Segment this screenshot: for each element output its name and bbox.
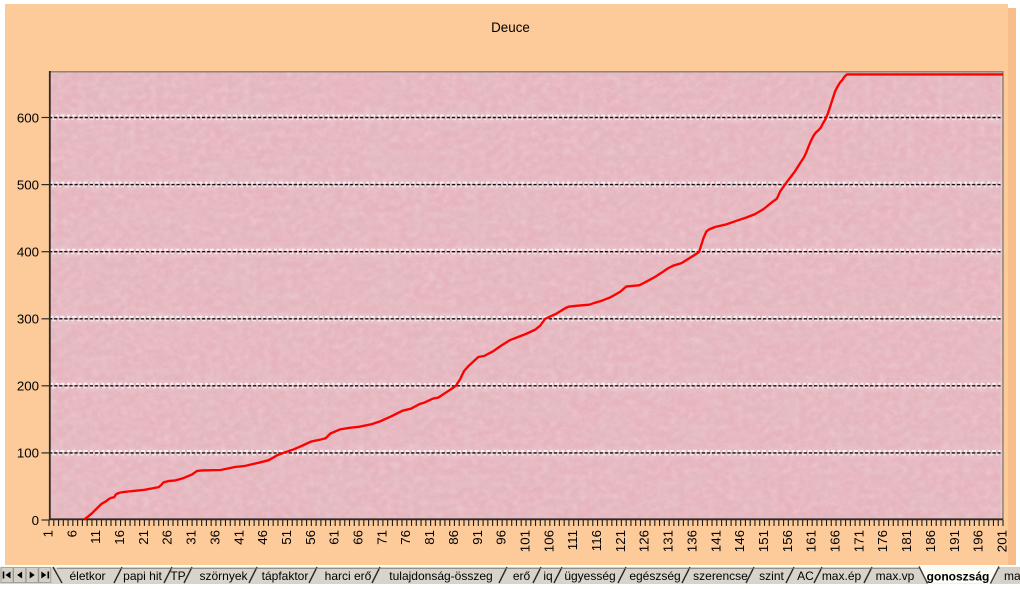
svg-text:31: 31 bbox=[184, 530, 199, 545]
svg-text:szint: szint bbox=[759, 569, 784, 583]
svg-text:141: 141 bbox=[708, 530, 723, 552]
svg-text:201: 201 bbox=[995, 530, 1010, 552]
svg-text:életkor: életkor bbox=[69, 569, 105, 583]
svg-text:176: 176 bbox=[875, 530, 890, 552]
svg-text:harci erő: harci erő bbox=[325, 569, 372, 583]
svg-text:iq: iq bbox=[543, 569, 552, 583]
svg-text:erő: erő bbox=[513, 569, 531, 583]
svg-text:96: 96 bbox=[494, 530, 509, 545]
svg-text:max: max bbox=[1004, 569, 1020, 583]
svg-text:86: 86 bbox=[446, 530, 461, 545]
svg-text:161: 161 bbox=[804, 530, 819, 552]
svg-text:600: 600 bbox=[17, 110, 39, 125]
svg-text:71: 71 bbox=[374, 530, 389, 545]
svg-text:41: 41 bbox=[231, 530, 246, 545]
svg-text:300: 300 bbox=[17, 312, 39, 327]
svg-text:51: 51 bbox=[279, 530, 294, 545]
svg-text:181: 181 bbox=[899, 530, 914, 552]
svg-text:61: 61 bbox=[327, 530, 342, 545]
svg-text:tápfaktor: tápfaktor bbox=[262, 569, 309, 583]
svg-text:91: 91 bbox=[470, 530, 485, 545]
svg-text:500: 500 bbox=[17, 177, 39, 192]
svg-text:131: 131 bbox=[661, 530, 676, 552]
svg-text:106: 106 bbox=[541, 530, 556, 552]
svg-text:6: 6 bbox=[64, 530, 79, 537]
svg-text:101: 101 bbox=[518, 530, 533, 552]
svg-text:76: 76 bbox=[398, 530, 413, 545]
svg-text:ügyesség: ügyesség bbox=[564, 569, 615, 583]
svg-text:81: 81 bbox=[422, 530, 437, 545]
svg-text:191: 191 bbox=[947, 530, 962, 552]
svg-text:11: 11 bbox=[88, 530, 103, 544]
svg-text:156: 156 bbox=[780, 530, 795, 552]
svg-text:126: 126 bbox=[637, 530, 652, 552]
svg-text:szörnyek: szörnyek bbox=[199, 569, 248, 583]
svg-text:111: 111 bbox=[565, 530, 580, 550]
svg-text:szerencse: szerencse bbox=[693, 569, 748, 583]
svg-text:gonoszság: gonoszság bbox=[927, 569, 990, 583]
svg-text:0: 0 bbox=[32, 513, 39, 528]
svg-text:166: 166 bbox=[828, 530, 843, 552]
svg-text:21: 21 bbox=[136, 530, 151, 545]
svg-text:46: 46 bbox=[255, 530, 270, 545]
svg-text:max.ép: max.ép bbox=[822, 569, 862, 583]
svg-text:26: 26 bbox=[160, 530, 175, 545]
svg-text:171: 171 bbox=[851, 530, 866, 552]
svg-text:200: 200 bbox=[17, 379, 39, 394]
svg-text:66: 66 bbox=[351, 530, 366, 545]
svg-text:100: 100 bbox=[17, 446, 39, 461]
svg-text:tulajdonság-összeg: tulajdonság-összeg bbox=[389, 569, 492, 583]
svg-text:196: 196 bbox=[971, 530, 986, 552]
svg-text:400: 400 bbox=[17, 245, 39, 260]
svg-text:151: 151 bbox=[756, 530, 771, 552]
svg-text:121: 121 bbox=[613, 530, 628, 552]
svg-text:max.vp: max.vp bbox=[876, 569, 915, 583]
svg-text:16: 16 bbox=[112, 530, 127, 545]
svg-text:116: 116 bbox=[589, 530, 604, 551]
svg-text:56: 56 bbox=[303, 530, 318, 545]
svg-text:AC: AC bbox=[797, 569, 814, 583]
svg-text:186: 186 bbox=[923, 530, 938, 552]
svg-text:egészség: egészség bbox=[629, 569, 680, 583]
svg-text:1: 1 bbox=[41, 530, 56, 537]
svg-text:36: 36 bbox=[207, 530, 222, 545]
svg-text:papi hit: papi hit bbox=[123, 569, 162, 583]
svg-text:136: 136 bbox=[684, 530, 699, 552]
svg-text:146: 146 bbox=[732, 530, 747, 552]
svg-text:TP: TP bbox=[170, 569, 185, 583]
